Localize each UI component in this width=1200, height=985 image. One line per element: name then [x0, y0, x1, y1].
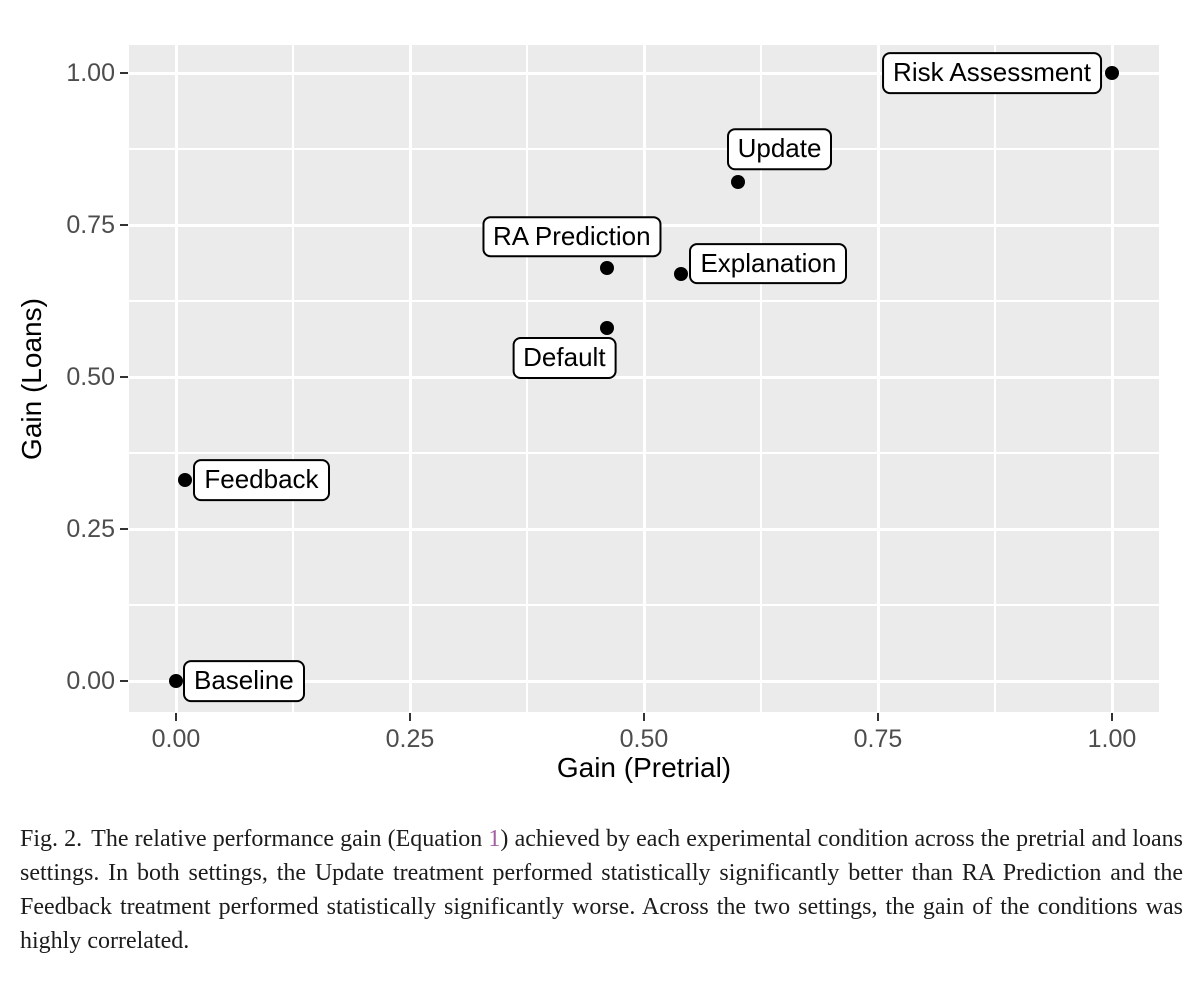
equation-reference-link[interactable]: 1 — [488, 826, 501, 852]
y-tick-label: 1.00 — [66, 59, 115, 87]
data-point-baseline — [169, 674, 183, 688]
x-tick-label: 0.00 — [151, 725, 201, 753]
x-axis-tick — [174, 713, 178, 721]
data-point-update — [730, 175, 745, 190]
gridline-minor-vertical — [760, 45, 762, 712]
x-axis-tick — [876, 713, 880, 721]
gridline-major-vertical — [174, 45, 178, 712]
gridline-minor-vertical — [994, 45, 996, 712]
point-label-explanation: Explanation — [689, 242, 848, 285]
gridline-major-horizontal — [129, 375, 1159, 379]
data-point-ra-prediction — [599, 260, 614, 275]
caption-fig-label: Fig. 2. — [20, 826, 83, 852]
x-axis-tick — [1110, 713, 1114, 721]
caption-text-before: The relative performance gain (Equation — [91, 826, 483, 852]
x-axis-tick — [642, 713, 646, 721]
y-tick-label: 0.75 — [66, 211, 115, 239]
point-label-ra-prediction: RA Prediction — [482, 215, 662, 258]
figure-caption: Fig. 2. The relative performance gain (Eq… — [20, 822, 1183, 958]
point-label-risk-assessment: Risk Assessment — [882, 52, 1102, 94]
data-point-explanation — [674, 266, 689, 281]
y-tick-label: 0.50 — [66, 363, 115, 391]
x-tick-label: 0.25 — [385, 725, 435, 753]
x-tick-label: 1.00 — [1087, 725, 1137, 753]
gridline-major-horizontal — [129, 527, 1159, 531]
gridline-major-horizontal — [129, 71, 1159, 75]
data-point-default — [599, 321, 614, 336]
y-axis-tick — [120, 679, 128, 683]
point-label-feedback: Feedback — [193, 459, 330, 502]
point-label-baseline: Baseline — [183, 660, 305, 702]
gridline-major-vertical — [1110, 45, 1114, 712]
point-label-default: Default — [512, 337, 617, 380]
y-axis-tick — [120, 527, 128, 531]
y-tick-label: 0.00 — [66, 667, 115, 695]
data-point-feedback — [178, 473, 193, 488]
gridline-major-horizontal — [129, 679, 1159, 683]
gridline-minor-vertical — [292, 45, 294, 712]
x-tick-label: 0.50 — [619, 725, 669, 753]
y-tick-label: 0.25 — [66, 515, 115, 543]
x-tick-label: 0.75 — [853, 725, 903, 753]
gridline-major-vertical — [876, 45, 880, 712]
x-axis-tick — [408, 713, 412, 721]
point-label-update: Update — [726, 128, 833, 171]
gridline-major-vertical — [408, 45, 412, 712]
data-point-risk-assessment — [1105, 66, 1119, 80]
y-axis-tick — [120, 223, 128, 227]
caption-text-after: ) achieved by each experimental conditio… — [20, 826, 1184, 954]
y-axis-tick — [120, 375, 128, 379]
gridline-major-vertical — [642, 45, 646, 712]
y-axis-tick — [120, 71, 128, 75]
x-axis-title: Gain (Pretrial) — [556, 752, 732, 783]
plot-panel: Baseline Feedback Default RA Prediction Expl… — [129, 45, 1159, 712]
